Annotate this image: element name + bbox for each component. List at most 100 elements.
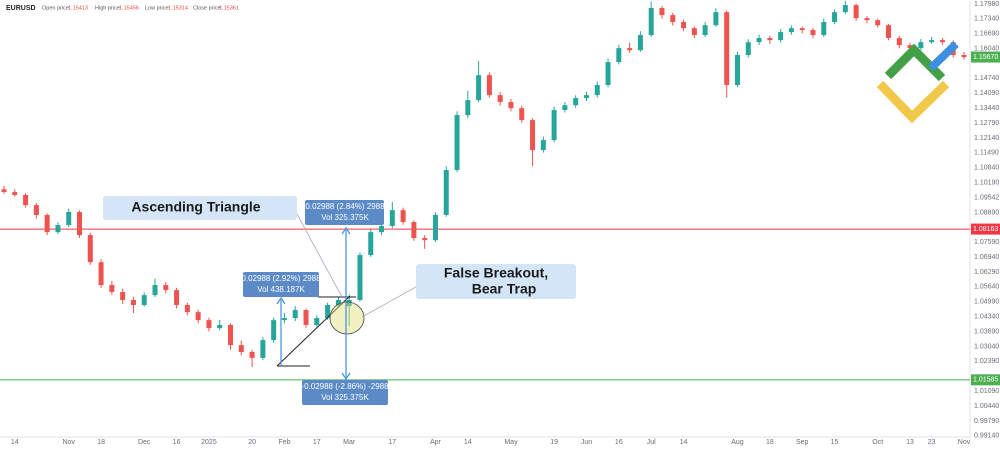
measure-box: -0.02988 (-2.86%) -2988 Vol 325.375K [301, 380, 389, 405]
candle-body [389, 210, 395, 226]
candle-body [465, 100, 471, 116]
candle-body [508, 101, 514, 109]
candle-body [411, 222, 417, 239]
callout: False Breakout, Bear Trap [416, 264, 576, 299]
candle-body [583, 95, 589, 99]
candle-body [314, 318, 320, 325]
y-tick-label: 1.00440 [974, 403, 999, 410]
candle-body [217, 324, 223, 329]
candle-body [44, 214, 50, 233]
candle-body [228, 324, 234, 346]
candle-body [875, 20, 881, 26]
x-tick-label: Feb [278, 439, 290, 446]
x-tick-label: 19 [550, 439, 558, 446]
candle-body [249, 351, 255, 358]
candle-body [486, 75, 492, 96]
candle-body [400, 210, 406, 223]
candle-body [443, 170, 449, 215]
measure-box-bg [243, 272, 319, 297]
callout-text: Bear Trap [472, 281, 537, 297]
logo-yellow [876, 80, 950, 124]
x-tick-label: 20 [248, 439, 256, 446]
candle-body [152, 285, 158, 296]
candle-body [497, 95, 503, 102]
ohlc-value: 1.15413 [68, 5, 88, 11]
candle-body [918, 42, 924, 49]
candle-body [713, 12, 719, 26]
y-tick-label: 1.11490 [974, 150, 999, 157]
candle-body [292, 310, 298, 319]
candle-body [98, 262, 104, 286]
x-tick-label: 14 [464, 439, 472, 446]
y-tick-label: 1.10190 [974, 179, 999, 186]
logo-blue [928, 41, 959, 71]
candle-body [33, 205, 39, 215]
ohlc-label: Close price: [193, 5, 223, 11]
ohlc-label: Open price: [42, 5, 71, 11]
measure-box-bg [302, 380, 388, 405]
x-tick-label: Aug [731, 439, 744, 446]
callout: Ascending Triangle [103, 196, 297, 220]
candle-body [346, 299, 352, 307]
x-tick-label: Dec [138, 439, 151, 446]
candle-body [616, 48, 622, 63]
candle-body [724, 12, 730, 86]
candle-body [670, 15, 676, 22]
candle-body [961, 54, 967, 58]
y-tick-label: 1.12790 [974, 120, 999, 127]
y-tick-label: 1.09542 [974, 194, 999, 201]
candle-body [238, 345, 244, 352]
price-tag-label: 1.01585 [973, 377, 998, 384]
measure-text: Vol 325.375K [321, 213, 369, 222]
y-tick-label: 1.03040 [974, 343, 999, 350]
x-tick-label: 17 [313, 439, 321, 446]
candle-body [271, 320, 277, 341]
y-tick-label: 1.02390 [974, 358, 999, 365]
price-tag [971, 374, 1000, 386]
candle-body [832, 12, 838, 22]
candle-body [206, 320, 212, 329]
ohlc-value: 1.15361 [219, 5, 239, 11]
y-tick-label: 1.06940 [974, 254, 999, 261]
candle-body [55, 225, 61, 233]
x-tick-label: Oct [872, 439, 883, 446]
symbol: EURUSD [6, 5, 36, 12]
y-tick-label: 1.08890 [974, 209, 999, 216]
x-tick-label: 16 [173, 439, 181, 446]
candle-body [627, 48, 633, 51]
candle-body [195, 312, 201, 321]
callout-line [296, 213, 343, 298]
candle-body [939, 40, 945, 43]
candle-body [842, 5, 848, 13]
candle-body [325, 305, 331, 319]
x-tick-label: Nov [958, 439, 971, 446]
candle-body [788, 28, 794, 33]
x-tick-label: Nov [62, 439, 75, 446]
last-price-tag [971, 51, 1000, 63]
measure-text: Vol 325.375K [321, 393, 369, 402]
arrow-head [276, 296, 286, 305]
measure-box: 0.02988 (2.92%) 2988 Vol 438.187K [241, 272, 321, 297]
candle-body [756, 38, 762, 43]
candle-body [454, 115, 460, 171]
candle-body [1, 189, 7, 193]
last-price-label: 1.15670 [973, 54, 998, 61]
callout-text: False Breakout, [444, 265, 548, 281]
candle-body [562, 105, 568, 110]
candle-body [303, 310, 309, 325]
y-tick-label: 1.01090 [974, 388, 999, 395]
candle-body [637, 35, 643, 51]
arrow-head [341, 372, 351, 381]
candle-body [141, 295, 147, 306]
x-tick-label: Jul [647, 439, 656, 446]
measure-box: 0.02988 (2.84%) 2988 Vol 325.375K [305, 200, 385, 225]
x-tick-label: 2025 [201, 439, 217, 446]
y-tick-label: 1.04990 [974, 299, 999, 306]
x-tick-label: 15 [831, 439, 839, 446]
y-tick-label: 1.16690 [974, 31, 999, 38]
candle-body [929, 40, 935, 43]
candle-body [66, 211, 72, 226]
y-tick-label: 1.10840 [974, 165, 999, 172]
